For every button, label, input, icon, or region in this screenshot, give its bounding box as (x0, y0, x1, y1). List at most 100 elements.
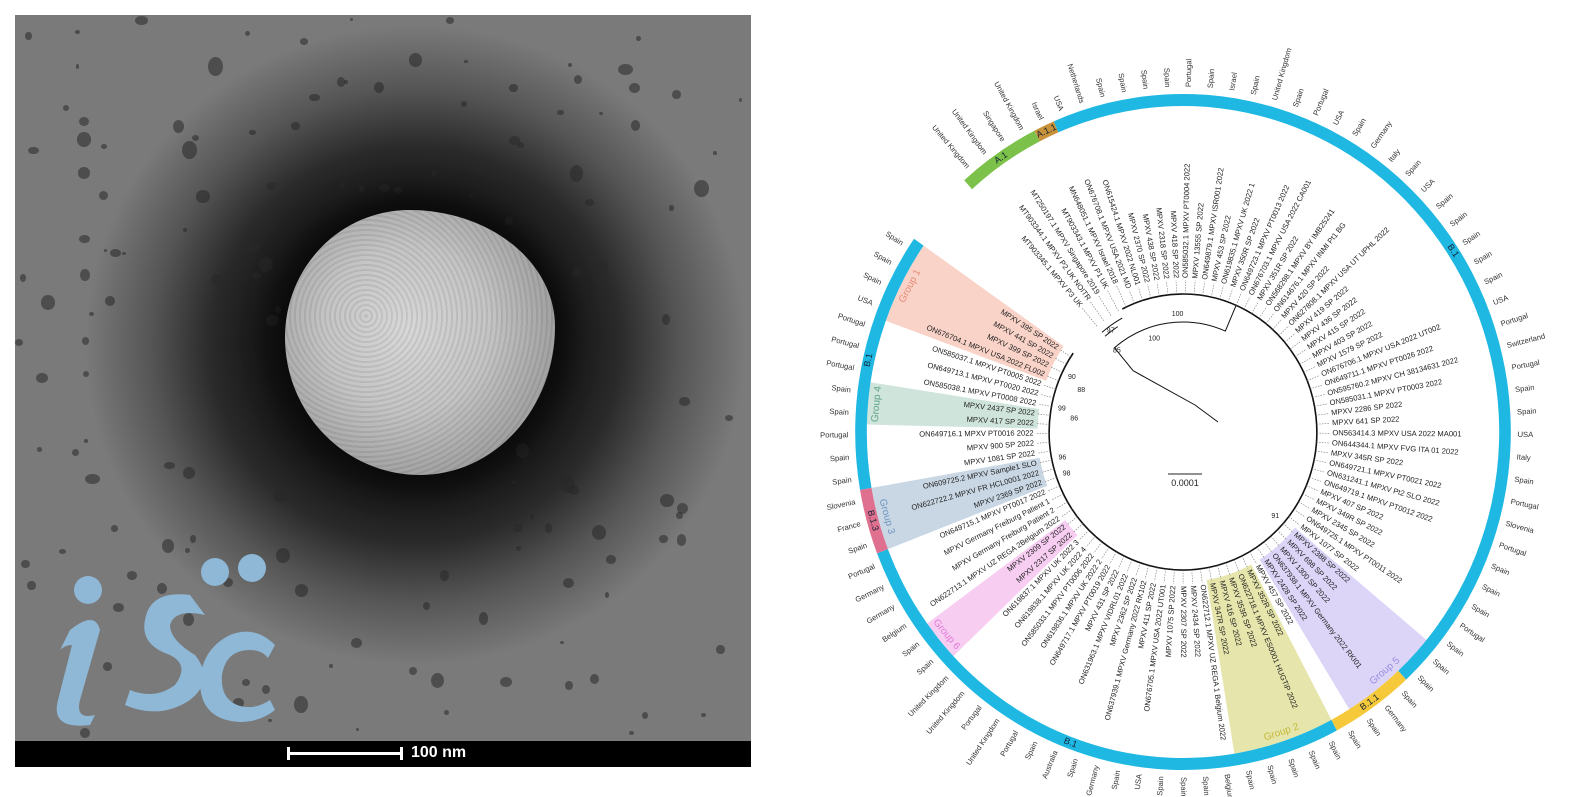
stain-speck (299, 37, 308, 45)
clade-segment (964, 130, 1040, 190)
stain-speck (596, 260, 608, 271)
leaf-connector (1072, 523, 1084, 534)
stain-speck (242, 679, 251, 686)
country-label: Spain (1490, 561, 1511, 577)
stain-speck (182, 141, 197, 160)
country-label: Spain (1265, 764, 1279, 785)
stain-speck (544, 523, 553, 533)
country-label: Belgium (1223, 773, 1235, 797)
leaf-label: MPXV 417 SP 2022 (966, 415, 1034, 428)
leaf-connector (1147, 284, 1152, 299)
stain-speck (27, 581, 36, 590)
stain-speck (562, 578, 574, 589)
leaf-connector (1251, 301, 1259, 314)
country-label: Spain (872, 249, 893, 266)
stain-speck (617, 64, 633, 76)
stain-speck (512, 524, 523, 533)
leaf-connector (1060, 509, 1073, 518)
bootstrap-label: 96 (1059, 455, 1067, 462)
root-branch (1132, 370, 1219, 423)
leaf-connector (1315, 450, 1330, 454)
stain-speck (694, 179, 709, 197)
stain-speck (20, 274, 27, 282)
stain-speck (266, 315, 280, 326)
leaf-connector (1312, 393, 1326, 398)
clade-label: B.1 (862, 352, 875, 367)
leaf-connector (1316, 423, 1331, 425)
country-label: Spain (1244, 769, 1257, 790)
stain-speck (182, 612, 194, 627)
stain-speck (343, 79, 349, 84)
stain-speck (112, 602, 125, 613)
leaf-connector (1036, 450, 1051, 454)
leaf-label: ON649716.1 MPXV PT0016 2022 (919, 428, 1033, 438)
country-label: Spain (1365, 717, 1383, 738)
country-label: Portugal (1458, 621, 1487, 644)
country-label: Spain (1445, 639, 1466, 658)
stain-speck (585, 198, 594, 207)
stain-speck (111, 525, 118, 533)
leaf-connector (1225, 562, 1231, 577)
country-label: Spain (1514, 475, 1534, 487)
stain-speck (574, 75, 583, 85)
leaf-connector (1263, 541, 1273, 554)
stain-speck (509, 136, 521, 146)
leaf-connector (1175, 280, 1177, 295)
country-label: Spain (1065, 757, 1080, 778)
stain-speck (294, 696, 308, 714)
stain-speck (21, 559, 30, 568)
stain-speck (245, 241, 260, 252)
stain-speck (446, 17, 455, 25)
country-label: Germany (1084, 764, 1101, 797)
leaf-connector (1038, 403, 1052, 407)
country-label: Spain (829, 407, 849, 417)
leaf-connector (1217, 565, 1222, 579)
stain-speck (291, 122, 300, 131)
country-label: Spain (1515, 383, 1535, 394)
stain-speck (328, 663, 334, 668)
stain-speck (89, 312, 94, 316)
stain-speck (275, 547, 290, 563)
stain-speck (340, 182, 346, 189)
leaf-connector (1043, 477, 1057, 483)
country-label: Portugal (1311, 87, 1331, 117)
leaf-connector (1265, 312, 1275, 324)
leaf-connector (1035, 442, 1050, 444)
bootstrap-label: 88 (1077, 387, 1085, 394)
country-label: Italy (1516, 452, 1531, 462)
country-label: Belgium (880, 621, 908, 644)
stain-speck (378, 184, 390, 193)
leaf-connector (1315, 413, 1330, 416)
country-label: Spain (1480, 582, 1501, 599)
leaf-connector (1038, 459, 1053, 464)
country-label: Spain (1249, 75, 1262, 96)
bootstrap-label: 85 (1113, 348, 1121, 355)
leaf-label: MPXV 641 SP 2022 (1332, 414, 1400, 427)
leaf-connector (1040, 394, 1054, 399)
leaf-connector (1284, 333, 1296, 343)
leaf-connector (1109, 551, 1117, 565)
stain-speck (572, 267, 583, 278)
leaf-connector (1314, 459, 1328, 464)
group-sector (866, 382, 1040, 429)
stain-speck (266, 181, 277, 191)
electron-micrograph: 100 nm (15, 15, 751, 767)
stain-speck (355, 728, 360, 732)
stain-speck (712, 151, 718, 156)
leaf-connector (1093, 541, 1103, 554)
stain-speck (700, 713, 706, 718)
stain-speck (273, 488, 286, 503)
leaf-label: MPXV 418 SP 2022 (1169, 211, 1181, 279)
country-label: Spain (831, 383, 851, 394)
stain-speck (59, 548, 67, 554)
leaf-connector (1035, 423, 1050, 425)
leaf-connector (1117, 555, 1125, 569)
scale-bar: 100 nm (15, 741, 751, 767)
country-label: Portugal (1511, 358, 1541, 372)
scale-line (287, 747, 403, 760)
country-label: Portugal (830, 335, 860, 351)
leaf-connector (1303, 366, 1317, 373)
stain-speck (80, 728, 91, 738)
country-label: Spain (1110, 770, 1123, 791)
